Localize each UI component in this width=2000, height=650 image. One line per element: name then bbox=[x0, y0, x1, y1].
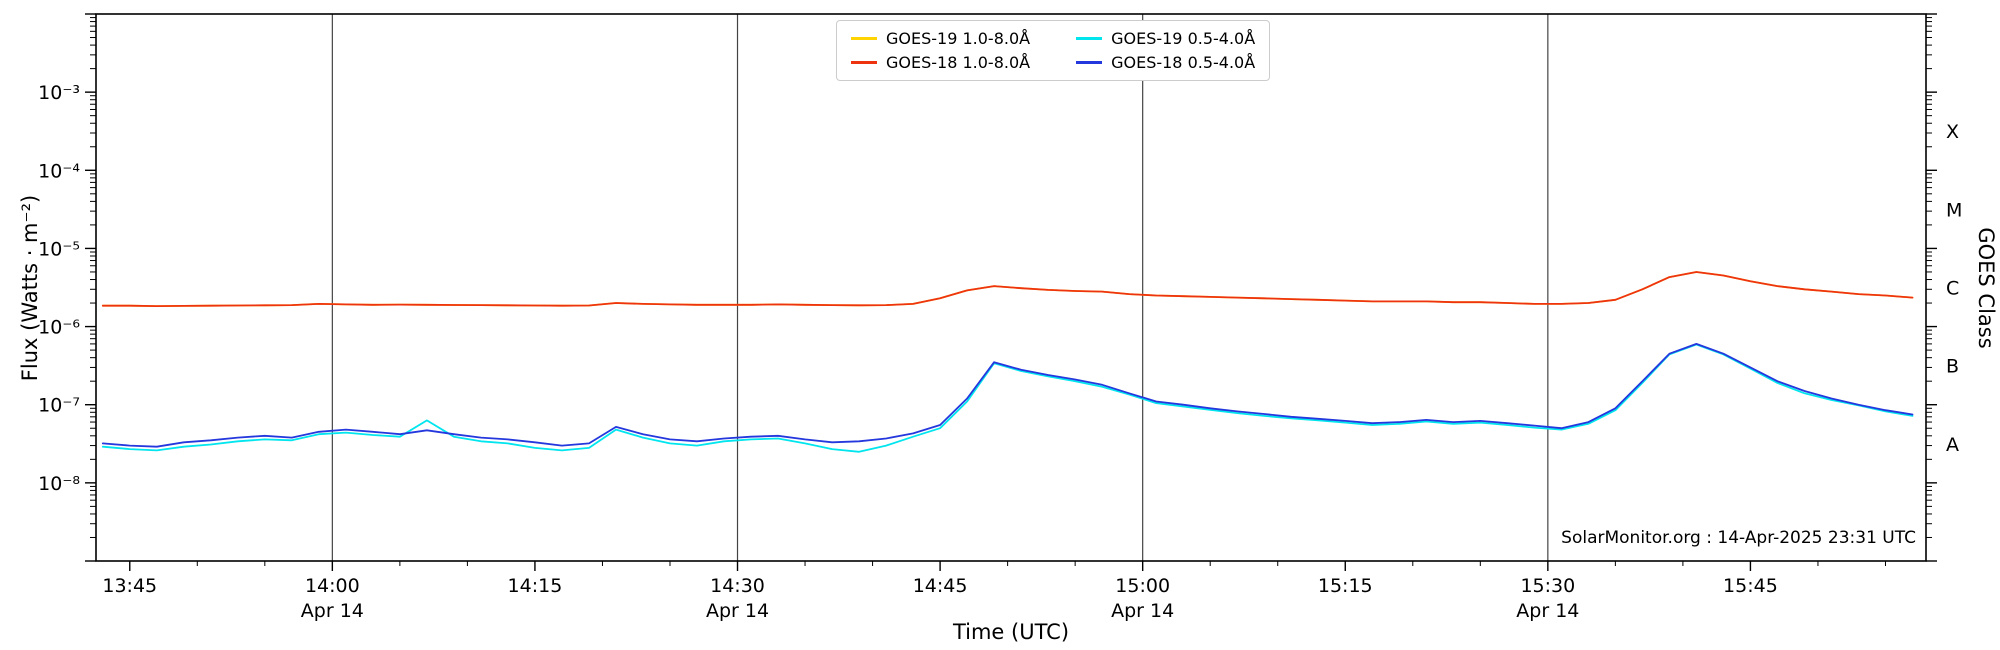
goes-class-label: M bbox=[1946, 199, 1962, 221]
x-tick-label: 15:45 bbox=[1723, 575, 1778, 597]
legend-label: GOES-18 0.5-4.0Å bbox=[1111, 53, 1256, 72]
legend-swatch-goes19-long bbox=[851, 37, 877, 40]
x-tick-label: 14:15 bbox=[508, 575, 563, 597]
goes-class-label: C bbox=[1946, 278, 1959, 300]
legend-item-goes18-short: GOES-18 0.5-4.0Å bbox=[1076, 53, 1255, 72]
y-tick-label: 10⁻⁷ bbox=[38, 395, 80, 417]
y-axis-title: Flux (Watts · m⁻²) bbox=[18, 194, 42, 382]
goes-class-label: B bbox=[1946, 356, 1959, 378]
x-tick-label: 15:15 bbox=[1318, 575, 1373, 597]
x-date-label: Apr 14 bbox=[706, 600, 769, 622]
x-date-label: Apr 14 bbox=[1516, 600, 1579, 622]
x-tick-label: 13:45 bbox=[102, 575, 157, 597]
legend-label: GOES-19 1.0-8.0Å bbox=[886, 29, 1031, 48]
series-line-goes19-short bbox=[101, 343, 1914, 453]
legend-label: GOES-19 0.5-4.0Å bbox=[1111, 29, 1256, 48]
x-tick-label: 15:30 bbox=[1520, 575, 1575, 597]
legend-swatch-goes18-long bbox=[851, 61, 877, 64]
legend-swatch-goes18-short bbox=[1076, 61, 1103, 64]
y-tick-label: 10⁻³ bbox=[38, 82, 80, 104]
series-line-goes18-short bbox=[101, 343, 1914, 448]
goes-class-label: X bbox=[1946, 121, 1959, 143]
legend-swatch-goes19-short bbox=[1076, 37, 1103, 40]
plot-border bbox=[95, 13, 1927, 562]
watermark-text: SolarMonitor.org : 14-Apr-2025 23:31 UTC bbox=[1561, 528, 1916, 548]
legend-label: GOES-18 1.0-8.0Å bbox=[886, 53, 1031, 72]
legend: GOES-19 1.0-8.0Å GOES-18 1.0-8.0Å GOES-19 … bbox=[836, 20, 1271, 81]
x-tick-label: 14:45 bbox=[913, 575, 968, 597]
legend-item-goes19-short: GOES-19 0.5-4.0Å bbox=[1076, 29, 1255, 48]
legend-item-goes19-long: GOES-19 1.0-8.0Å bbox=[851, 29, 1030, 48]
x-tick-label: 14:30 bbox=[710, 575, 765, 597]
x-tick-label: 14:00 bbox=[305, 575, 360, 597]
legend-item-goes18-long: GOES-18 1.0-8.0Å bbox=[851, 53, 1030, 72]
y-tick-label: 10⁻⁵ bbox=[38, 238, 80, 260]
y-tick-label: 10⁻⁶ bbox=[38, 317, 80, 339]
series-line-goes18-long bbox=[101, 271, 1914, 307]
y-tick-label: 10⁻⁴ bbox=[38, 160, 80, 182]
x-date-label: Apr 14 bbox=[301, 600, 364, 622]
x-date-label: Apr 14 bbox=[1111, 600, 1174, 622]
right-axis-title: GOES Class bbox=[1974, 227, 1998, 349]
goes-class-label: A bbox=[1946, 434, 1959, 456]
y-tick-label: 10⁻⁸ bbox=[38, 473, 80, 495]
x-tick-label: 15:00 bbox=[1115, 575, 1170, 597]
x-axis-title: Time (UTC) bbox=[952, 620, 1070, 644]
